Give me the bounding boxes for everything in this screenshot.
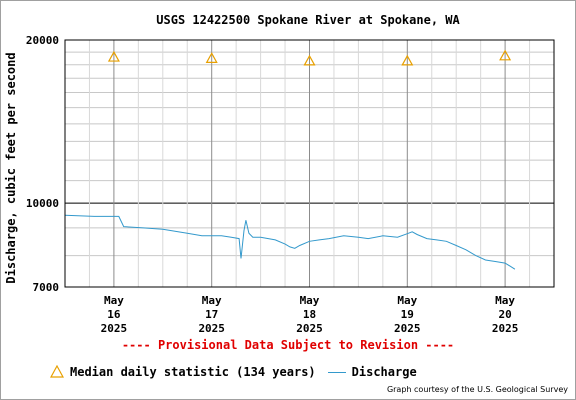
legend-discharge-label: Discharge [351,365,417,379]
x-tick-label: 18 [303,308,316,321]
usgs-credit: Graph courtesy of the U.S. Geological Su… [386,385,568,394]
series-layer [64,49,516,270]
x-tick-labels: May162025May172025May182025May192025May2… [101,294,519,335]
y-tick-label: 20000 [26,34,59,47]
x-tick-label: 16 [107,308,121,321]
median-point [303,54,316,66]
legend-median-label: Median daily statistic (134 years) [70,365,316,379]
plot-area-border [64,39,555,288]
y-tick-label: 7000 [33,281,60,294]
x-tick-label: 2025 [492,322,519,335]
x-tick-label: 2025 [394,322,421,335]
x-tick-label: 2025 [296,322,323,335]
gridlines [64,39,555,288]
x-tick-label: 19 [401,308,414,321]
x-tick-label: May [397,294,417,307]
y-tick-label: 10000 [26,197,59,210]
x-tick-label: May [202,294,222,307]
x-tick-label: May [104,294,124,307]
x-tick-label: 17 [205,308,218,321]
y-tick-labels: 7000 10000 20000 [26,34,59,294]
legend: Median daily statistic (134 years) Disch… [50,365,417,379]
median-point [499,49,512,61]
triangle-icon [50,365,64,378]
median-point [205,52,218,63]
x-tick-label: 2025 [101,322,128,335]
x-tick-label: May [300,294,320,307]
median-point [401,54,414,66]
provisional-notice: ---- Provisional Data Subject to Revisio… [121,338,455,352]
x-tick-label: 2025 [198,322,225,335]
line-swatch-icon [327,371,346,373]
x-tick-label: May [495,294,515,307]
median-point [107,50,120,62]
y-axis-label: Discharge, cubic feet per second [4,52,18,283]
chart-title: USGS 12422500 Spokane River at Spokane, … [156,13,460,27]
x-tick-label: 20 [498,308,511,321]
discharge-line [64,214,516,270]
